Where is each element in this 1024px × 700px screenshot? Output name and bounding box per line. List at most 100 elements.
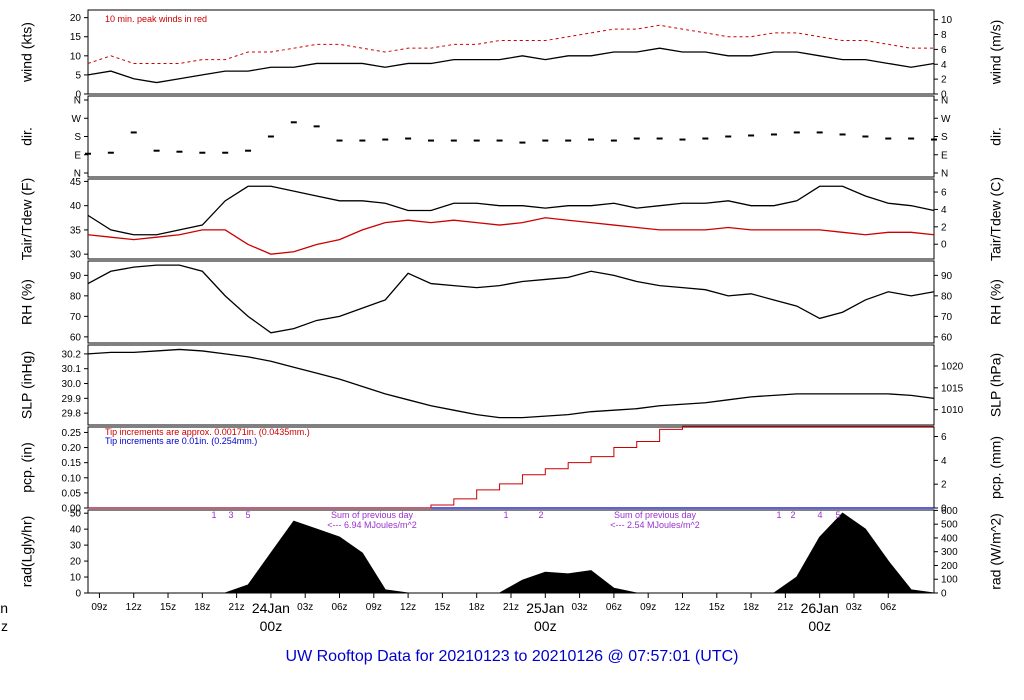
dir-ytick-label-right: E: [941, 150, 948, 161]
dir-ytick-label-right: W: [941, 114, 951, 125]
pcp-series-1: [88, 425, 934, 509]
rad-ytick-label-left: 50: [70, 509, 82, 520]
time-tick-label: 18z: [194, 602, 210, 613]
rad-hour-marker: 1: [776, 510, 781, 520]
time-tick-label: 12z: [126, 602, 142, 613]
rh-series-0: [87, 264, 935, 334]
day-label: 26Jan: [801, 600, 839, 616]
slp-ytick-label-right: 1010: [941, 405, 964, 416]
rad-ytick-label-left: 40: [70, 525, 82, 536]
time-tick-label: 03z: [846, 602, 862, 613]
time-tick-label: 06z: [606, 602, 622, 613]
wind-series-0: [87, 24, 934, 64]
time-tick-label: 09z: [640, 602, 656, 613]
rad-ylabel-right: rad (W/m^2): [988, 513, 1004, 590]
wind-ytick-label-left: 15: [70, 32, 82, 43]
time-tick-label: 15z: [160, 602, 176, 613]
time-tick-label: 21z: [777, 602, 793, 613]
time-tick-label: 06z: [880, 602, 896, 613]
dir-point: [565, 139, 572, 142]
dir-point: [336, 139, 343, 142]
pcp-ytick-label-left: 0.00: [62, 504, 82, 515]
temp-ylabel-right: Tair/Tdew (C): [988, 177, 1004, 261]
slp-ytick-label-left: 30.2: [62, 349, 82, 360]
dir-point: [473, 139, 480, 142]
dir-ytick-label-right: S: [941, 132, 948, 143]
time-tick-label: 18z: [469, 602, 485, 613]
rad-ytick-label-left: 10: [70, 573, 82, 584]
rh-ytick-label-left: 70: [70, 312, 82, 323]
dir-point: [816, 131, 823, 134]
rad-sum-label-2: Sum of previous day: [614, 510, 697, 520]
rad-ytick-label-right: 600: [941, 506, 958, 517]
time-tick-label: 21z: [229, 602, 245, 613]
dir-ylabel-right: dir.: [988, 127, 1004, 146]
pcp-ytick-label-left: 0.05: [62, 488, 82, 499]
pcp-ylabel-right: pcp. (mm): [988, 436, 1004, 499]
dir-panel-frame: [87, 95, 935, 178]
rad-sum-value-2: <--- 2.54 MJoules/m^2: [610, 520, 700, 530]
day-time-label-edge: z: [1, 618, 8, 634]
slp-ytick-label-right: 1020: [941, 361, 964, 372]
wind-ylabel-left: wind (kts): [19, 22, 35, 83]
dir-point: [885, 137, 892, 140]
rad-ytick-label-right: 500: [941, 520, 958, 531]
rh-ytick-label-right: 80: [941, 291, 953, 302]
wind-ytick-label-right: 10: [941, 15, 953, 26]
slp-ytick-label-left: 29.9: [62, 394, 82, 405]
rad-ytick-label-left: 20: [70, 557, 82, 568]
dir-point: [748, 134, 755, 137]
wind-series-1: [87, 47, 935, 84]
dir-point: [153, 149, 160, 152]
time-tick-label: 09z: [91, 602, 107, 613]
temp-ytick-label-left: 45: [70, 177, 82, 188]
temp-panel-frame: [87, 178, 935, 260]
dir-point: [496, 139, 503, 142]
rh-ytick-label-right: 70: [941, 312, 953, 323]
pcp-ytick-label-right: 6: [941, 432, 947, 443]
dir-ytick-label-left: E: [74, 150, 81, 161]
dir-point: [656, 137, 663, 140]
dir-point: [382, 138, 389, 141]
time-tick-label: 12z: [400, 602, 416, 613]
slp-ytick-label-left: 29.8: [62, 409, 82, 420]
rh-panel-frame: [87, 260, 935, 344]
dir-point: [176, 150, 183, 153]
slp-ylabel-left: SLP (inHg): [19, 351, 35, 419]
dir-point: [199, 151, 206, 154]
day-time-label: 00z: [260, 618, 283, 634]
dir-ytick-label-left: N: [74, 169, 81, 180]
dir-point: [290, 121, 297, 124]
pcp-ylabel-left: pcp. (in): [19, 442, 35, 493]
slp-ytick-label-left: 30.1: [62, 364, 82, 375]
day-label: 24Jan: [252, 600, 290, 616]
time-tick-label: 18z: [743, 602, 759, 613]
wind-ylabel-right: wind (m/s): [988, 20, 1004, 86]
time-tick-label: 03z: [297, 602, 313, 613]
rad-ytick-label-right: 300: [941, 547, 958, 558]
rad-ytick-label-left: 0: [75, 589, 81, 600]
dir-point: [405, 137, 412, 140]
wind-ytick-label-right: 0: [941, 90, 947, 101]
wind-ytick-label-right: 8: [941, 30, 947, 41]
rad-ytick-label-left: 30: [70, 541, 82, 552]
rh-ylabel-right: RH (%): [988, 279, 1004, 325]
slp-panel-frame: [87, 344, 935, 426]
pcp-note-blue: Tip increments are 0.01in. (0.254mm.): [105, 436, 257, 446]
temp-ytick-label-left: 30: [70, 250, 82, 261]
rad-ytick-label-right: 0: [941, 589, 947, 600]
dir-point: [702, 137, 709, 140]
dir-point: [725, 135, 732, 138]
dir-point: [610, 139, 617, 142]
rh-ytick-label-right: 90: [941, 271, 953, 282]
temp-ytick-label-right: 6: [941, 188, 947, 199]
time-tick-label: 03z: [572, 602, 588, 613]
wind-ytick-label-left: 0: [75, 90, 81, 101]
time-tick-label: 12z: [674, 602, 690, 613]
rad-sum-value-1: <--- 6.94 MJoules/m^2: [327, 520, 417, 530]
wind-ytick-label-right: 4: [941, 60, 947, 71]
time-tick-label: 21z: [503, 602, 519, 613]
slp-ytick-label-left: 30.0: [62, 379, 82, 390]
temp-series-0: [87, 185, 935, 236]
temp-ytick-label-right: 2: [941, 222, 947, 233]
